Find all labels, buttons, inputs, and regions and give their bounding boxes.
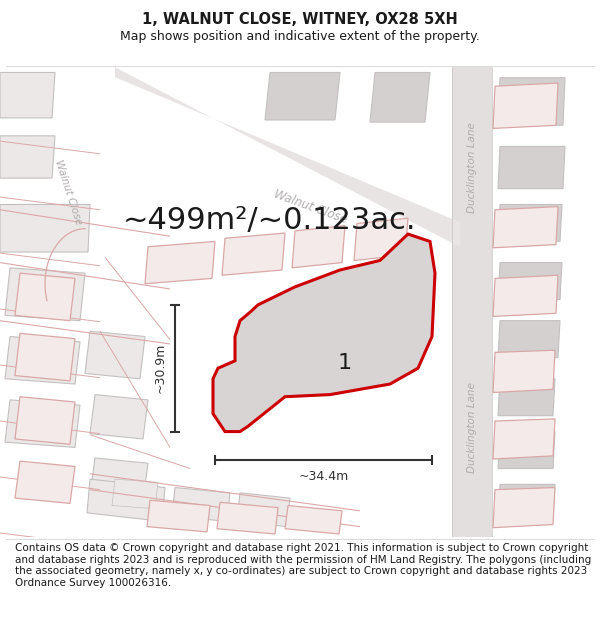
Text: ~30.9m: ~30.9m xyxy=(154,343,167,393)
Polygon shape xyxy=(265,72,340,120)
Polygon shape xyxy=(0,136,55,178)
Polygon shape xyxy=(285,506,342,534)
Polygon shape xyxy=(85,331,145,379)
Polygon shape xyxy=(493,207,558,248)
Text: 1, WALNUT CLOSE, WITNEY, OX28 5XH: 1, WALNUT CLOSE, WITNEY, OX28 5XH xyxy=(142,12,458,28)
Polygon shape xyxy=(0,72,55,118)
Text: ~34.4m: ~34.4m xyxy=(298,470,349,483)
Text: Ducklington Lane: Ducklington Lane xyxy=(467,122,477,212)
Text: Map shows position and indicative extent of the property.: Map shows position and indicative extent… xyxy=(120,30,480,43)
Polygon shape xyxy=(237,493,290,527)
Polygon shape xyxy=(498,379,555,416)
Text: Ducklington Lane: Ducklington Lane xyxy=(467,382,477,472)
Polygon shape xyxy=(498,262,562,299)
Polygon shape xyxy=(493,419,555,459)
Polygon shape xyxy=(115,67,460,247)
Polygon shape xyxy=(5,336,80,384)
Text: Walnut Clos⁠e: Walnut Clos⁠e xyxy=(53,158,83,226)
Polygon shape xyxy=(498,432,555,469)
Polygon shape xyxy=(5,400,80,448)
Polygon shape xyxy=(217,503,278,534)
Polygon shape xyxy=(15,461,75,503)
Polygon shape xyxy=(370,72,430,122)
Polygon shape xyxy=(498,78,565,125)
Text: Walnut Close: Walnut Close xyxy=(272,188,349,226)
Polygon shape xyxy=(452,67,492,537)
Polygon shape xyxy=(90,458,148,500)
Polygon shape xyxy=(87,479,165,521)
Polygon shape xyxy=(292,226,345,268)
Polygon shape xyxy=(15,333,75,381)
Polygon shape xyxy=(147,500,210,532)
Polygon shape xyxy=(5,268,85,321)
Polygon shape xyxy=(172,488,230,521)
Polygon shape xyxy=(493,488,555,528)
Polygon shape xyxy=(90,394,148,439)
Polygon shape xyxy=(498,321,560,357)
Text: ~499m²/~0.123ac.: ~499m²/~0.123ac. xyxy=(123,206,417,235)
Polygon shape xyxy=(15,397,75,444)
Polygon shape xyxy=(498,484,555,521)
Text: 1: 1 xyxy=(338,353,352,373)
Text: Contains OS data © Crown copyright and database right 2021. This information is : Contains OS data © Crown copyright and d… xyxy=(15,543,591,588)
Polygon shape xyxy=(145,241,215,284)
Polygon shape xyxy=(222,233,285,275)
Polygon shape xyxy=(498,146,565,189)
Polygon shape xyxy=(498,204,562,241)
Polygon shape xyxy=(112,479,158,509)
Polygon shape xyxy=(493,275,558,316)
Polygon shape xyxy=(354,218,408,261)
Polygon shape xyxy=(0,204,90,252)
Polygon shape xyxy=(493,83,558,129)
Polygon shape xyxy=(15,273,75,321)
Polygon shape xyxy=(493,350,555,392)
Polygon shape xyxy=(213,234,435,432)
